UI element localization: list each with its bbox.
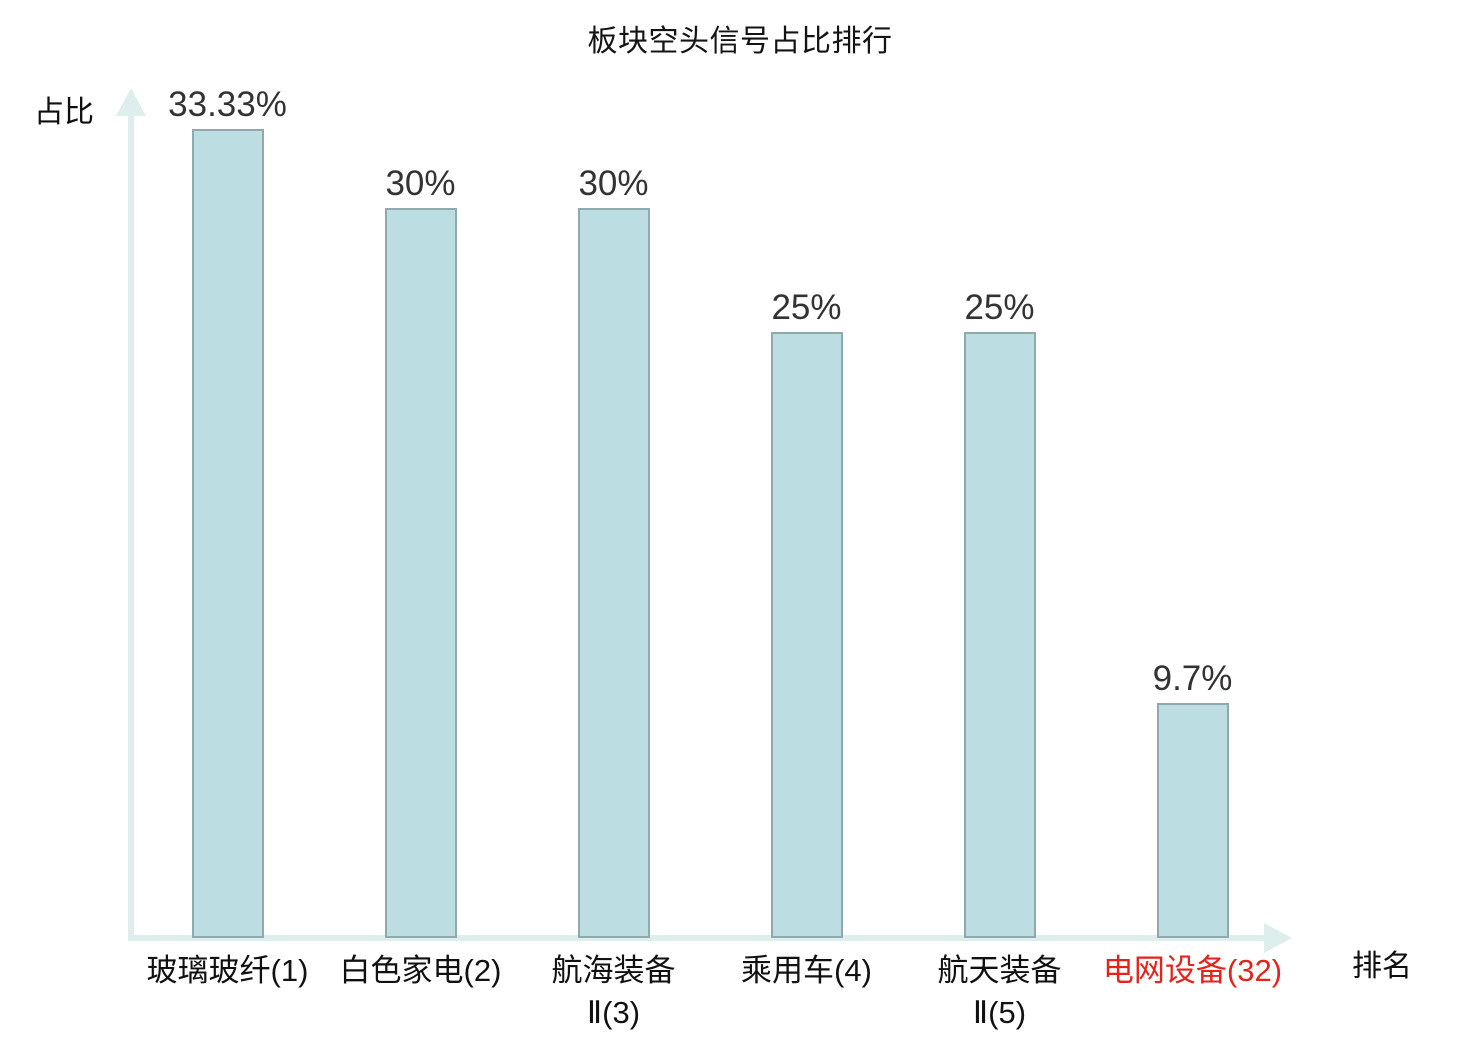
bar-group: 25%: [710, 86, 903, 938]
x-tick-label: 乘用车(4): [741, 953, 872, 988]
bar-column: 9.7%: [1096, 86, 1289, 938]
bar-value-label: 9.7%: [1152, 659, 1233, 698]
x-axis-label: 排名: [1352, 950, 1412, 983]
bar-rect[interactable]: [964, 332, 1036, 938]
bar-column: 30%: [324, 86, 517, 938]
bar-value-label: 30%: [578, 164, 649, 203]
x-axis-tick-labels: 玻璃玻纤(1) 白色家电(2) 航海装备 Ⅱ(3) 乘用车(4) 航天装备 Ⅱ(…: [131, 950, 1291, 1040]
bar-value-label: 25%: [771, 288, 842, 327]
bar-group: 30%: [517, 86, 710, 938]
bar-group: 33.33%: [131, 85, 324, 938]
x-tick-label-highlighted: 电网设备(32): [1102, 953, 1283, 988]
bar-column: 25%: [903, 86, 1096, 938]
bar-value-label: 25%: [964, 288, 1035, 327]
bar-rect[interactable]: [1157, 703, 1229, 938]
bar-group: 9.7%: [1096, 86, 1289, 938]
bar-value-label: 30%: [385, 164, 456, 203]
plot-area: 33.33% 30% 30% 25% 25%: [131, 85, 1291, 938]
x-tick-label: 玻璃玻纤(1): [146, 953, 309, 988]
bar-rect[interactable]: [192, 129, 264, 938]
bar-column: 33.33%: [131, 85, 324, 938]
x-tick-label: 航海装备 Ⅱ(3): [551, 953, 676, 1030]
bar-column: 30%: [517, 86, 710, 938]
page-title: 板块空头信号占比排行: [587, 25, 893, 58]
bar-group: 25%: [903, 86, 1096, 938]
bar-rect[interactable]: [771, 332, 843, 938]
x-tick-label: 白色家电(2): [339, 953, 502, 988]
bar-rect[interactable]: [578, 208, 650, 938]
bar-rect[interactable]: [385, 208, 457, 938]
bar-group: 30%: [324, 86, 517, 938]
x-tick-label: 航天装备 Ⅱ(5): [937, 953, 1062, 1030]
bar-column: 25%: [710, 86, 903, 938]
y-axis-label: 占比: [34, 96, 94, 129]
bar-value-label: 33.33%: [168, 85, 287, 124]
